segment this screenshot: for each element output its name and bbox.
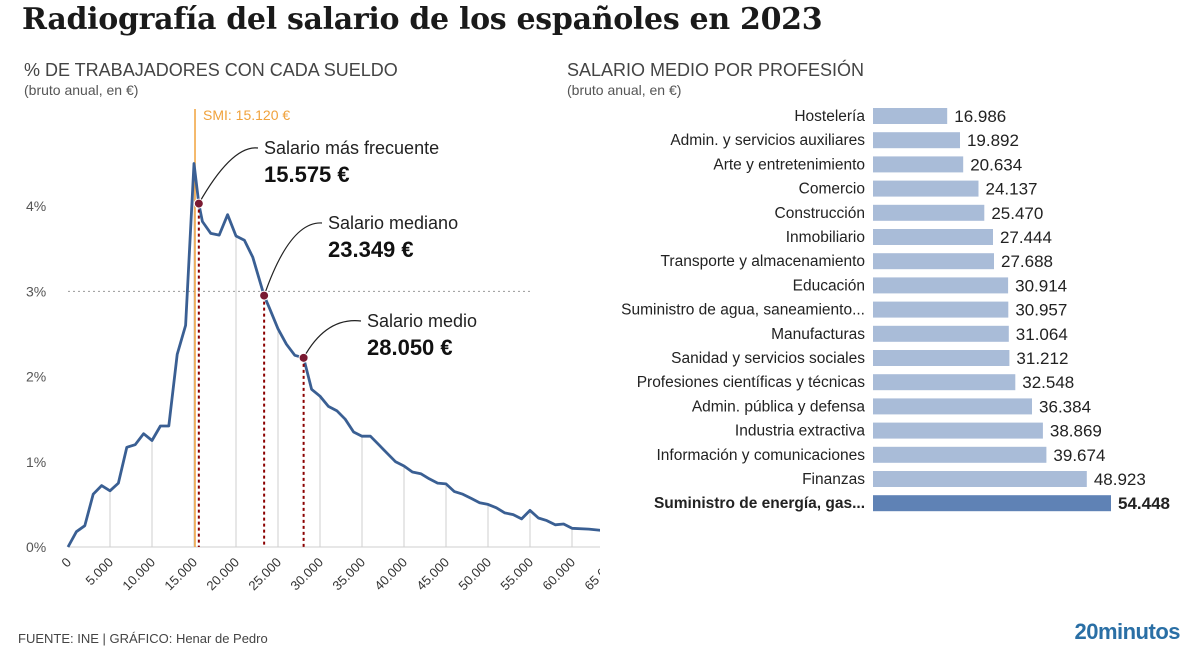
bar bbox=[873, 229, 993, 245]
x-tick-label: 30.000 bbox=[287, 555, 326, 594]
x-tick-label: 25.000 bbox=[245, 555, 284, 594]
bar-chart-subtitle: (bruto anual, en €) bbox=[567, 82, 682, 98]
bar bbox=[873, 398, 1032, 415]
line-chart-subtitle: (bruto anual, en €) bbox=[24, 82, 139, 98]
bar-value-label: 20.634 bbox=[970, 155, 1022, 174]
bar-value-label: 31.212 bbox=[1016, 349, 1068, 368]
chart-title: Radiografía del salario de los españoles… bbox=[22, 2, 823, 37]
bar-value-label: 16.986 bbox=[954, 107, 1006, 126]
annotation-marker bbox=[298, 352, 309, 363]
y-tick-label: 2% bbox=[26, 369, 46, 385]
annotation-value: 23.349 € bbox=[328, 237, 414, 262]
bar bbox=[873, 325, 1009, 342]
y-tick-label: 4% bbox=[26, 198, 46, 214]
bar bbox=[873, 277, 1009, 294]
annotation-leader bbox=[303, 320, 362, 359]
y-tick-label: 3% bbox=[26, 283, 46, 299]
smi-label: SMI: 15.120 € bbox=[203, 107, 290, 123]
bar-category-label: Industria extractiva bbox=[735, 423, 865, 440]
x-tick-label: 35.000 bbox=[329, 555, 368, 594]
bar-value-label: 36.384 bbox=[1039, 397, 1091, 416]
bar-value-label: 31.064 bbox=[1016, 325, 1068, 344]
bar-value-label: 25.470 bbox=[991, 204, 1043, 223]
x-tick-label: 15.000 bbox=[161, 555, 200, 594]
bar-category-label: Admin. pública y defensa bbox=[692, 398, 866, 415]
bar-value-label: 30.957 bbox=[1015, 301, 1067, 320]
bar bbox=[873, 253, 994, 270]
y-tick-label: 0% bbox=[26, 539, 46, 555]
salary-distribution-chart: 0% 1% 2% 3% 4% 0 5.000 10.000 15.000 20.000 25.000… bbox=[26, 107, 600, 594]
x-tick-label: 40.000 bbox=[371, 555, 410, 594]
x-tick-label: 0 bbox=[58, 555, 74, 571]
bar-category-label: Suministro de agua, saneamiento... bbox=[621, 302, 865, 319]
line-chart-title: % DE TRABAJADORES CON CADA SUELDO bbox=[24, 60, 398, 80]
annotation-value: 28.050 € bbox=[367, 335, 453, 360]
bar bbox=[873, 301, 1009, 318]
bar bbox=[873, 374, 1016, 391]
x-tick-label: 10.000 bbox=[119, 555, 158, 594]
bar bbox=[873, 156, 964, 173]
bar-value-label: 19.892 bbox=[967, 131, 1019, 150]
bar-category-label: Transporte y almacenamiento bbox=[661, 253, 865, 270]
bar-category-label: Finanzas bbox=[802, 471, 865, 488]
bar bbox=[873, 108, 948, 124]
x-tick-label: 60.000 bbox=[539, 555, 578, 594]
bar bbox=[873, 446, 1047, 463]
brand-logo: 20minutos bbox=[1074, 619, 1180, 644]
bar-value-label: 32.548 bbox=[1022, 373, 1074, 392]
bar bbox=[873, 495, 1111, 512]
distribution-line bbox=[66, 162, 600, 548]
x-tick-label: 55.000 bbox=[497, 555, 536, 594]
bar bbox=[873, 180, 979, 197]
source-footer: FUENTE: INE | GRÁFICO: Henar de Pedro bbox=[18, 631, 268, 646]
bar-category-label: Suministro de energía, gas... bbox=[654, 495, 865, 512]
bar-category-label: Inmobiliario bbox=[786, 229, 865, 246]
bar-value-label: 27.444 bbox=[1000, 228, 1052, 247]
annotation-leader bbox=[263, 222, 323, 296]
annotation-label: Salario más frecuente bbox=[264, 138, 439, 158]
x-tick-label: 45.000 bbox=[413, 555, 452, 594]
bar-value-label: 27.688 bbox=[1001, 252, 1053, 271]
x-tick-label: 50.000 bbox=[455, 555, 494, 594]
bar-category-label: Sanidad y servicios sociales bbox=[671, 350, 865, 367]
bar bbox=[873, 471, 1087, 487]
bar-category-label: Educación bbox=[793, 277, 865, 294]
x-tick-label: 5.000 bbox=[83, 555, 117, 589]
bar bbox=[873, 422, 1043, 439]
bar-category-label: Manufacturas bbox=[771, 326, 865, 343]
annotation-label: Salario medio bbox=[367, 311, 477, 331]
bar bbox=[873, 204, 985, 221]
bar bbox=[873, 132, 960, 149]
bar-category-label: Arte y entretenimiento bbox=[713, 156, 865, 173]
annotation-marker bbox=[193, 198, 204, 209]
bar-value-label: 38.869 bbox=[1050, 422, 1102, 441]
bar-value-label: 30.914 bbox=[1015, 276, 1067, 295]
annotation-value: 15.575 € bbox=[264, 162, 350, 187]
bar-category-label: Hostelería bbox=[794, 108, 865, 125]
annotation-leader bbox=[198, 147, 259, 204]
bar-chart-title: SALARIO MEDIO POR PROFESIÓN bbox=[567, 60, 865, 80]
bar-value-label: 39.674 bbox=[1053, 446, 1105, 465]
x-tick-label: 20.000 bbox=[203, 555, 242, 594]
y-tick-label: 1% bbox=[26, 454, 46, 470]
bar-category-label: Construcción bbox=[775, 205, 865, 222]
annotation-label: Salario mediano bbox=[328, 213, 458, 233]
bar bbox=[873, 350, 1010, 366]
bar-value-label: 54.448 bbox=[1118, 494, 1170, 513]
bar-category-label: Comercio bbox=[799, 181, 865, 198]
salary-by-profession-chart: Hostelería 16.986 Admin. y servicios auxil… bbox=[621, 107, 1170, 513]
x-tick-label: 65.000 bbox=[581, 555, 600, 594]
bar-value-label: 24.137 bbox=[986, 180, 1038, 199]
bar-category-label: Admin. y servicios auxiliares bbox=[670, 132, 865, 149]
bar-value-label: 48.923 bbox=[1094, 470, 1146, 489]
annotation-marker bbox=[259, 290, 270, 301]
bar-category-label: Información y comunicaciones bbox=[657, 447, 866, 464]
bar-category-label: Profesiones científicas y técnicas bbox=[637, 374, 866, 391]
